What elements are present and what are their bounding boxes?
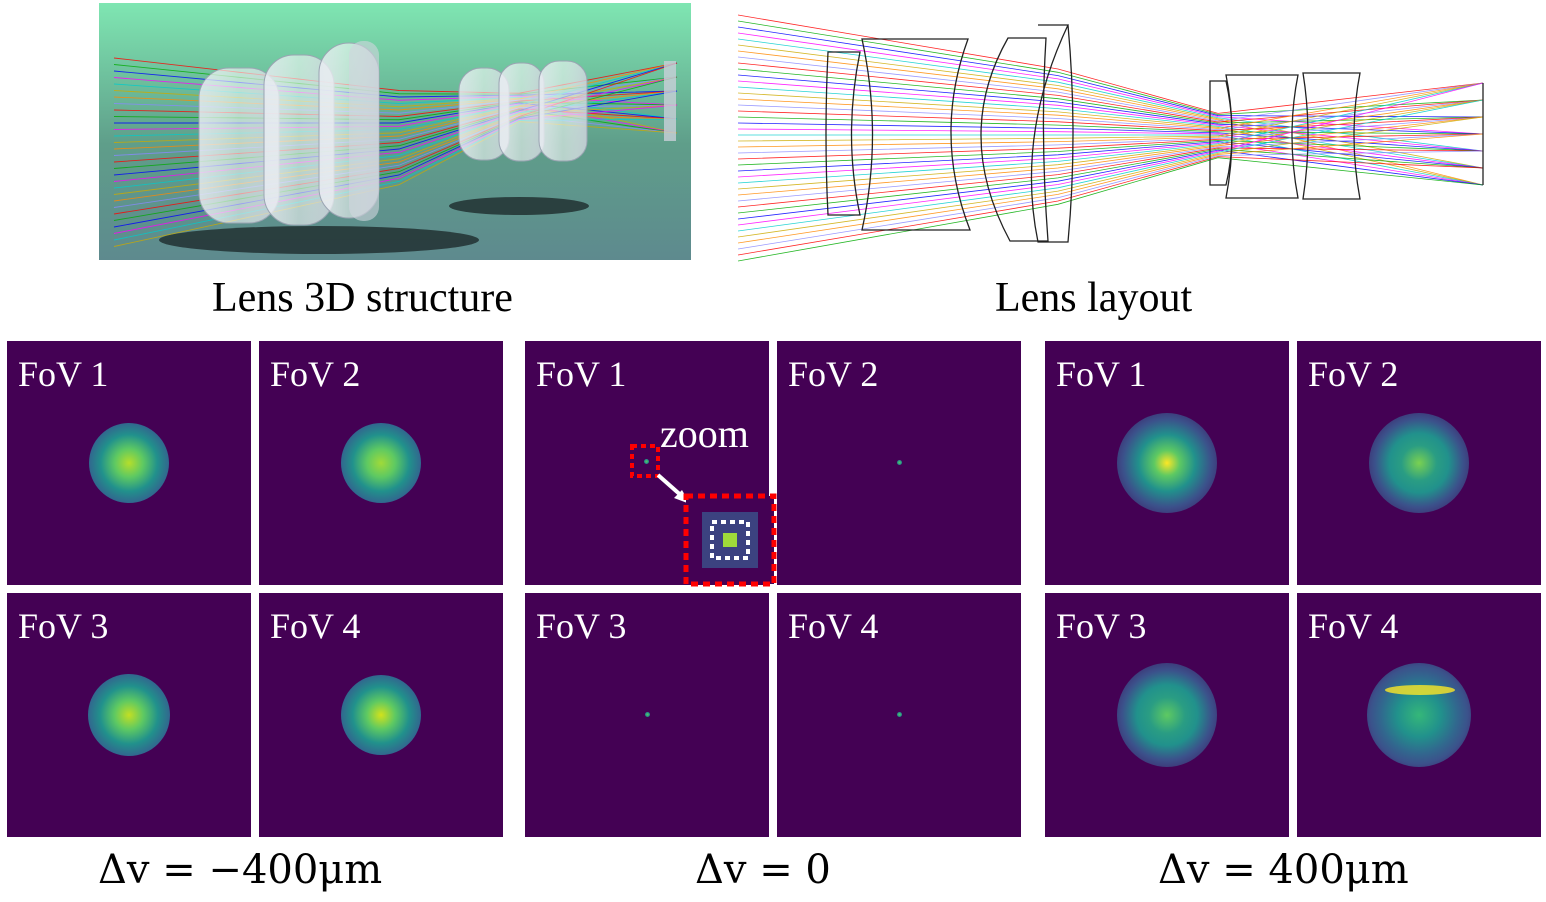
fov-label: FoV 4 xyxy=(788,606,879,646)
lens-layout-caption: Lens layout xyxy=(995,275,1193,321)
ray-line xyxy=(738,156,1484,256)
ray-line xyxy=(738,149,1484,220)
ray-line xyxy=(738,44,1484,169)
ray-line xyxy=(738,14,1484,114)
fov-label: FoV 2 xyxy=(270,354,361,394)
ray-bundle-layout xyxy=(738,14,1484,262)
ray-line xyxy=(738,142,1484,186)
ray-line xyxy=(738,141,1484,172)
ray-line xyxy=(738,139,1484,166)
ray-line xyxy=(738,150,1484,250)
fov-label: FoV 1 xyxy=(536,354,627,394)
psf-panel: FoV 1 xyxy=(1045,341,1289,585)
ray-line xyxy=(738,99,1484,190)
ray-line xyxy=(738,133,1484,160)
ray-line xyxy=(738,82,1484,184)
ray-line xyxy=(738,82,1484,226)
psf-spot xyxy=(1369,413,1469,513)
psf-spot xyxy=(88,674,170,756)
ray-line xyxy=(738,32,1484,135)
psf-spot xyxy=(341,675,421,755)
ray-line xyxy=(738,38,1484,152)
psf-panel: FoV 2 xyxy=(777,341,1021,585)
psf-panel: FoV 4 xyxy=(259,593,503,837)
psf-spot xyxy=(897,712,902,717)
lens-3d-render xyxy=(99,3,691,260)
psf-spot xyxy=(89,423,169,503)
ray-line xyxy=(738,116,1484,196)
lens-layout-drawing xyxy=(738,5,1484,263)
ray-line xyxy=(738,99,1484,148)
defocus-label-zero: Δv = 0 xyxy=(695,847,831,893)
fov-label: FoV 2 xyxy=(788,354,879,394)
ray-line xyxy=(738,92,1484,186)
ray-line xyxy=(738,86,1484,169)
ray-line xyxy=(738,134,1484,186)
ray-line xyxy=(738,110,1484,132)
ray-line xyxy=(738,116,1484,238)
psf-panel: FoV 3 xyxy=(525,593,769,837)
ray-line xyxy=(738,116,1484,135)
fov-label: FoV 3 xyxy=(1056,606,1147,646)
ray-line xyxy=(738,80,1484,152)
psf-spot xyxy=(645,712,650,717)
ray-line xyxy=(738,99,1484,131)
psf-panel: FoV 4 xyxy=(1297,593,1541,837)
ray-line xyxy=(738,133,1484,244)
defocus-label-neg: Δv = −400μm xyxy=(98,847,383,893)
zoom-label: zoom xyxy=(660,411,749,456)
psf-spot xyxy=(1117,413,1217,513)
ray-line xyxy=(738,74,1484,135)
ray-line xyxy=(738,133,1484,202)
zoom-callout xyxy=(630,444,777,587)
psf-panel: FoV 1 xyxy=(7,341,251,585)
psf-spot xyxy=(644,459,649,464)
ray-line xyxy=(738,147,1484,208)
fov-label: FoV 1 xyxy=(18,354,109,394)
zoom-source-box xyxy=(630,444,660,478)
fov-label: FoV 2 xyxy=(1308,354,1399,394)
ray-line xyxy=(738,50,1484,186)
fov-label: FoV 4 xyxy=(270,606,361,646)
lens-3d-caption: Lens 3D structure xyxy=(212,275,513,321)
ray-line xyxy=(738,20,1484,115)
ray-line xyxy=(738,148,1484,214)
zoom-inner-box xyxy=(710,520,750,560)
psf-spot xyxy=(1367,663,1471,767)
psf-panel: FoV 4 xyxy=(777,593,1021,837)
ray-line xyxy=(738,122,1484,152)
psf-spot xyxy=(1117,663,1217,767)
fov-label: FoV 3 xyxy=(18,606,109,646)
ray-line xyxy=(738,128,1484,169)
ray-line xyxy=(738,26,1484,118)
ray-line xyxy=(738,68,1484,124)
psf-panel: FoV 2 xyxy=(1297,341,1541,585)
lens-elements xyxy=(825,24,1484,243)
ray-line xyxy=(738,116,1484,154)
fov-label: FoV 3 xyxy=(536,606,627,646)
fov-label: FoV 4 xyxy=(1308,606,1399,646)
psf-spot xyxy=(341,423,421,503)
psf-panel: FoV 3 xyxy=(1045,593,1289,837)
ray-line xyxy=(738,82,1484,142)
fov-label: FoV 1 xyxy=(1056,354,1147,394)
ray-line xyxy=(738,157,1484,262)
ray-line xyxy=(738,82,1484,129)
psf-panel: FoV 2 xyxy=(259,341,503,585)
psf-spot-arc xyxy=(1385,685,1455,695)
ray-line xyxy=(738,99,1484,232)
ray-line xyxy=(738,56,1484,122)
psf-panel: FoV 3 xyxy=(7,593,251,837)
ray-line xyxy=(738,62,1484,123)
psf-spot xyxy=(897,460,902,465)
defocus-label-pos: Δv = 400μm xyxy=(1158,847,1409,893)
